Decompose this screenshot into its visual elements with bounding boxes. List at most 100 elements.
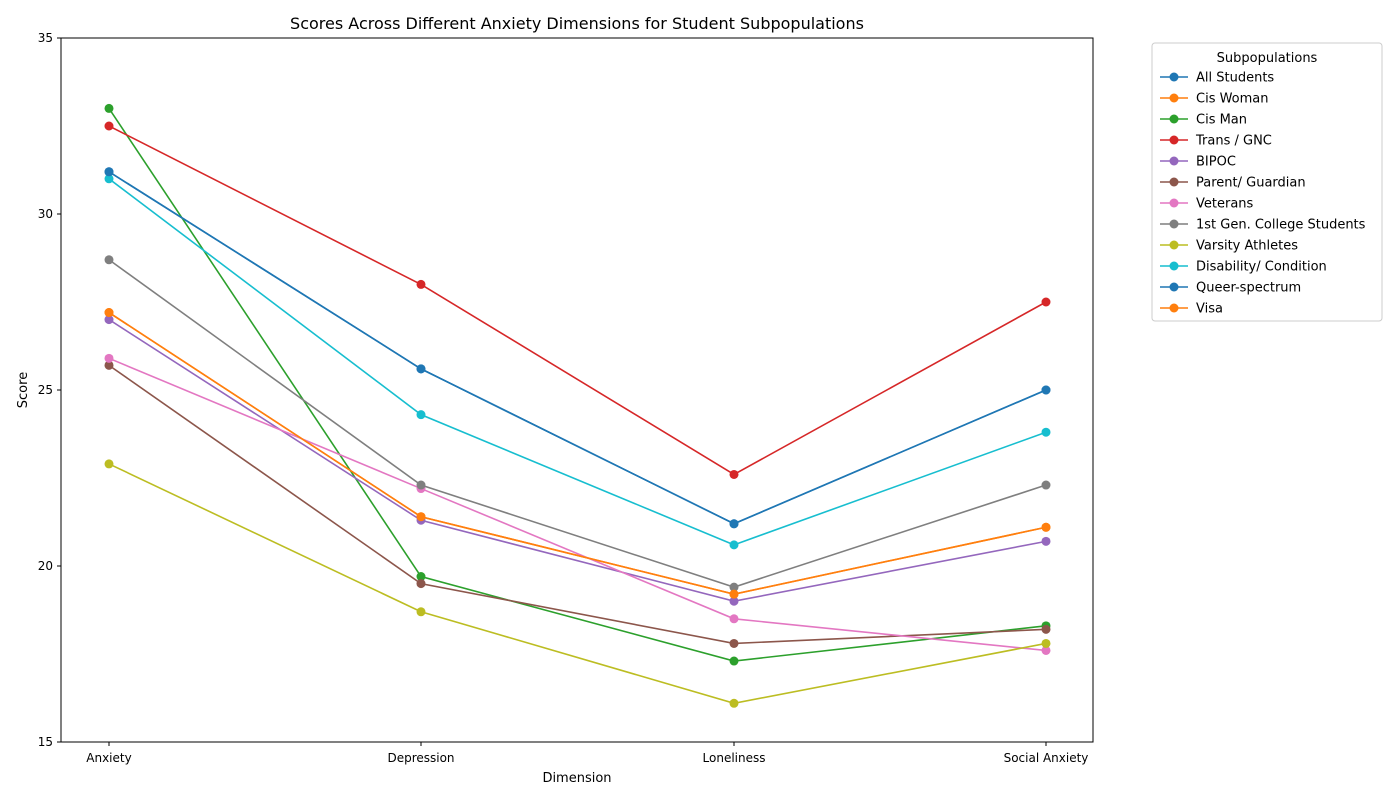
y-axis-label: Score [16,372,31,408]
data-point [1041,385,1051,395]
x-tick-label: Loneliness [703,751,766,765]
y-tick-label: 15 [38,735,53,749]
series-7 [104,255,1051,592]
series-3 [104,121,1051,479]
series-line [108,259,1047,588]
data-point [104,103,114,113]
data-point [729,698,739,708]
data-point [1041,536,1051,546]
legend: Subpopulations All Students Cis Woman Cis … [1151,42,1383,322]
data-point [416,480,426,490]
series-2 [104,103,1051,666]
legend-entry: Cis Man [1160,113,1247,128]
legend-entry: BIPOC [1160,155,1236,170]
legend-label: Disability/ Condition [1196,260,1327,275]
data-point [104,121,114,131]
data-point [1041,645,1051,655]
legend-swatch-marker [1169,114,1179,124]
data-point [1041,297,1051,307]
legend-label: Cis Woman [1196,92,1269,107]
series-line [108,107,1047,662]
data-point [104,353,114,363]
x-axis: Anxiety Depression Loneliness Social Anxiet… [86,742,1088,765]
legend-entry: Cis Woman [1160,92,1269,107]
data-point [416,579,426,589]
legend-entry: Veterans [1160,197,1254,212]
legend-entry: Varsity Athletes [1160,239,1298,254]
series-9 [104,174,1051,550]
legend-frame [1151,42,1383,322]
plot-area [60,37,1094,743]
data-point [729,656,739,666]
series-11 [104,308,1051,599]
legend-swatch-marker [1169,240,1179,250]
legend-swatch-marker [1169,93,1179,103]
data-point [1041,624,1051,634]
data-point [729,540,739,550]
data-point [416,364,426,374]
legend-label: Trans / GNC [1195,134,1272,149]
y-tick-label: 30 [38,207,53,221]
legend-swatch-marker [1169,177,1179,187]
y-tick-label: 25 [38,383,53,397]
series-line [108,171,1047,525]
data-point [1041,522,1051,532]
y-axis: 15 20 25 30 35 [38,31,61,749]
data-point [729,582,739,592]
series-line [108,364,1047,645]
legend-swatch-marker [1169,72,1179,82]
data-point [729,596,739,606]
data-point [729,614,739,624]
data-point [104,174,114,184]
legend-swatch-marker [1169,198,1179,208]
data-point [1041,427,1051,437]
data-point [104,167,114,177]
series-line [108,178,1047,546]
legend-entry: 1st Gen. College Students [1160,218,1366,233]
series-5 [104,360,1051,648]
legend-label: Parent/ Guardian [1196,176,1306,191]
legend-entry: Visa [1160,302,1223,317]
legend-title: Subpopulations [1217,51,1318,66]
series-line [108,171,1047,525]
legend-swatch-marker [1169,303,1179,313]
legend-entry: Queer-spectrum [1160,281,1301,296]
data-point [104,360,114,370]
legend-label: Queer-spectrum [1196,281,1301,296]
data-point [416,279,426,289]
data-point [416,607,426,617]
data-point [1041,638,1051,648]
data-point [416,572,426,582]
legend-swatch-marker [1169,282,1179,292]
legend-entry: Disability/ Condition [1160,260,1327,275]
legend-entry: Parent/ Guardian [1160,176,1306,191]
y-tick-label: 20 [38,559,53,573]
x-tick-label: Depression [387,751,454,765]
legend-swatch-marker [1169,156,1179,166]
x-tick-label: Social Anxiety [1004,751,1089,765]
legend-label: 1st Gen. College Students [1196,218,1366,233]
data-point [104,308,114,318]
data-point [729,638,739,648]
legend-entry: Trans / GNC [1160,134,1272,149]
series-0 [104,167,1051,529]
legend-swatch-marker [1169,261,1179,271]
series-line [108,318,1047,603]
legend-label: Visa [1196,302,1223,317]
series-8 [104,459,1051,708]
series-line [108,357,1047,652]
legend-label: Cis Man [1196,113,1247,128]
series-10 [104,167,1051,529]
legend-label: BIPOC [1196,155,1236,170]
legend-label: Varsity Athletes [1196,239,1298,254]
data-point [729,519,739,529]
series-line [108,125,1047,476]
legend-label: Veterans [1196,197,1254,212]
data-point [729,589,739,599]
legend-swatch-marker [1169,219,1179,229]
data-point [416,512,426,522]
series-6 [104,353,1051,655]
data-point [1041,480,1051,490]
x-tick-label: Anxiety [86,751,131,765]
